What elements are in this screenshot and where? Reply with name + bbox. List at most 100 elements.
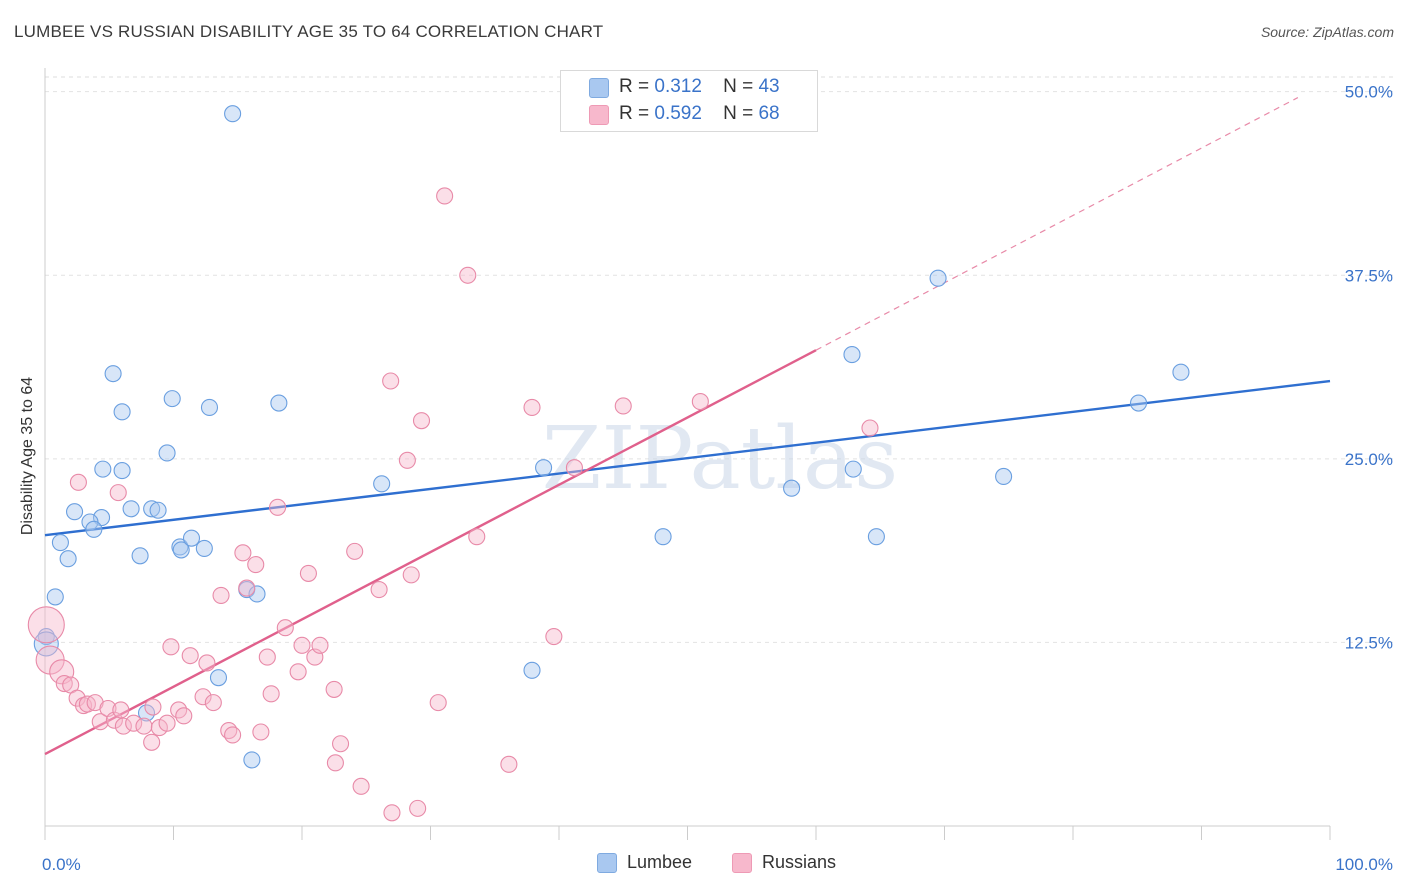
axis-layer [44, 68, 1331, 840]
trend-layer [44, 97, 1331, 756]
data-point-russians [545, 627, 563, 646]
legend-swatch-lumbee [597, 852, 617, 873]
series-legend: Lumbee Russians [0, 852, 1406, 878]
data-point-russians [181, 647, 199, 665]
data-point-russians [204, 694, 222, 712]
tick-layer: 12.5% 25.0% 37.5% 50.0% 0.0% 100.0% [42, 83, 1393, 874]
data-point-lumbee [373, 475, 391, 493]
point-layer [27, 105, 1190, 822]
correlation-legend: R = 0.312 N = 43 R = 0.592 N = 68 [560, 70, 818, 132]
data-point-lumbee [131, 547, 149, 565]
y-tick-label: 12.5% [1345, 633, 1393, 652]
data-point-lumbee [85, 520, 103, 538]
data-point-russians [105, 711, 123, 729]
data-point-lumbee [995, 467, 1013, 486]
data-point-russians [500, 755, 518, 773]
data-point-russians [162, 638, 180, 656]
trend-line-russians-extension [815, 97, 1299, 351]
data-point-russians [311, 636, 329, 654]
data-point-russians [523, 398, 541, 416]
data-point-lumbee [843, 346, 861, 364]
legend-swatch-russians [732, 852, 752, 873]
data-point-russians [429, 694, 447, 712]
trend-line-lumbee [44, 379, 1331, 537]
chart-title: LUMBEE VS RUSSIAN DISABILITY AGE 35 TO 6… [14, 22, 604, 41]
data-point-lumbee [535, 459, 553, 477]
data-point-russians [299, 564, 317, 582]
data-point-russians [352, 777, 370, 795]
x-tick-label: 0.0% [42, 855, 81, 874]
y-axis-label: Disability Age 35 to 64 [19, 376, 36, 536]
data-point-russians [234, 544, 252, 562]
data-point-lumbee [783, 479, 801, 497]
data-point-russians [325, 680, 343, 698]
data-point-lumbee [113, 403, 131, 421]
data-point-lumbee [59, 550, 77, 568]
legend-label-russians: Russians [762, 852, 837, 872]
data-point-russians [412, 412, 431, 430]
data-point-russians [269, 498, 287, 516]
data-point-lumbee [1129, 394, 1148, 412]
data-point-russians [112, 701, 130, 719]
data-point-russians [691, 393, 709, 411]
data-point-lumbee [1172, 363, 1190, 381]
data-point-russians [383, 804, 401, 822]
legend-item-russians: Russians [732, 852, 836, 873]
data-point-russians [326, 754, 344, 772]
data-point-russians [135, 717, 153, 735]
x-tick-label: 100.0% [1335, 855, 1393, 874]
legend-swatch-russians [589, 105, 609, 125]
legend-swatch-lumbee [589, 78, 609, 98]
data-point-lumbee [149, 501, 167, 519]
data-point-russians [175, 707, 193, 725]
data-point-lumbee [143, 500, 161, 518]
data-point-lumbee [270, 394, 288, 412]
data-point-russians [468, 528, 486, 546]
data-point-lumbee [929, 269, 947, 287]
n-value: 68 [758, 103, 780, 124]
data-point-russians [55, 674, 73, 693]
data-point-russians [289, 663, 307, 681]
n-label: N = [723, 76, 754, 97]
data-point-russians [212, 586, 230, 604]
data-point-lumbee [182, 529, 201, 547]
data-point-russians [861, 419, 879, 437]
data-point-lumbee [195, 539, 213, 557]
legend-item-lumbee: Lumbee [597, 852, 692, 873]
y-tick-label: 37.5% [1345, 266, 1393, 285]
data-point-lumbee [94, 460, 112, 478]
data-point-russians [276, 619, 294, 637]
data-point-lumbee [248, 585, 266, 603]
data-point-lumbee [172, 541, 190, 559]
legend-row-lumbee: R = 0.312 N = 43 [619, 75, 780, 99]
data-point-lumbee [46, 588, 64, 606]
watermark: ZIPatlas [542, 409, 898, 509]
data-point-lumbee [163, 390, 181, 408]
data-point-russians [247, 556, 265, 574]
data-point-russians [436, 187, 454, 205]
data-point-russians [262, 685, 280, 703]
data-point-lumbee [844, 460, 862, 478]
data-point-russians [109, 484, 127, 502]
data-point-russians [144, 698, 162, 716]
r-label: R = [619, 103, 650, 124]
data-point-russians [459, 266, 477, 284]
data-point-russians [398, 451, 416, 469]
data-point-russians [238, 579, 256, 597]
n-label: N = [723, 103, 754, 124]
data-point-lumbee [66, 503, 84, 521]
source-label: Source: ZipAtlas.com [1260, 24, 1394, 40]
data-point-lumbee [243, 751, 261, 769]
data-point-russians [402, 566, 420, 584]
data-point-russians [382, 372, 400, 390]
data-point-russians [370, 581, 388, 599]
legend-label-lumbee: Lumbee [627, 852, 693, 872]
data-point-russians [125, 714, 143, 732]
r-value: 0.592 [654, 103, 702, 124]
data-point-russians [252, 723, 270, 741]
data-point-lumbee [137, 704, 156, 722]
data-point-lumbee [867, 528, 885, 546]
data-point-russians [69, 473, 87, 491]
data-point-lumbee [654, 528, 672, 546]
